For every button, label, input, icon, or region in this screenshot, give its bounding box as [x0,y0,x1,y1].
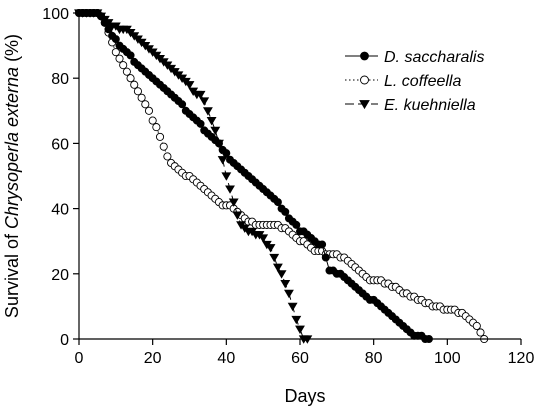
y-tick-label-60: 60 [51,136,69,153]
point-d-saccharalis-28 [178,100,187,109]
point-d-saccharalis-66 [318,240,327,249]
point-l-coffeella-109 [476,328,485,337]
y-tick-label-0: 0 [60,332,69,349]
point-d-saccharalis-33 [196,119,205,128]
point-e-kuehniella-36 [206,116,217,126]
axes: 0 20 40 60 80 100 120 0 20 40 60 80 100 [42,6,534,367]
point-e-kuehniella-30 [184,81,195,90]
point-e-kuehniella-42 [228,198,239,207]
point-e-kuehniella-57 [284,289,294,299]
point-e-kuehniella-43 [232,211,243,220]
y-axis-label-suffix: (%) [2,34,22,67]
y-axis-label-species: Chrysoperla externa [2,67,22,229]
legend-entry-d-saccharalis: D. saccharalis [345,49,484,66]
point-l-coffeella-20 [148,116,157,125]
legend-entry-e-kuehniella: E. kuehniella [345,97,476,114]
x-tick-label-0: 0 [75,350,84,367]
point-e-kuehniella-53 [269,253,280,263]
point-l-coffeella-19 [144,106,154,115]
point-d-saccharalis-14 [126,51,135,60]
point-d-saccharalis-67 [321,253,330,262]
point-e-kuehniella-37 [210,126,221,136]
x-tick-label-80: 80 [365,350,383,367]
y-axis-label-prefix: Survival of [2,229,22,318]
point-l-coffeella-18 [141,100,150,109]
point-d-saccharalis-10 [111,35,120,44]
point-e-kuehniella-41 [225,185,235,194]
x-tick-label-20: 20 [144,350,162,367]
x-tick-label-100: 100 [434,350,461,367]
legend-marker-l-coffeella [360,75,369,85]
point-d-saccharalis-54 [273,198,282,207]
point-e-kuehniella-54 [272,263,283,273]
y-tick-label-20: 20 [51,267,69,284]
point-e-kuehniella-50 [258,234,269,243]
point-e-kuehniella-58 [287,302,298,312]
point-l-coffeella-23 [159,142,168,151]
point-l-coffeella-10 [111,48,120,57]
y-tick-label-80: 80 [51,71,69,88]
x-tick-label-120: 120 [508,350,535,367]
point-e-kuehniella-34 [199,97,210,106]
point-l-coffeella-21 [152,123,161,132]
legend-label-d-saccharalis: D. saccharalis [384,49,484,66]
legend-label-l-coffeella: L. coffeella [384,73,461,90]
point-l-coffeella-22 [155,132,165,141]
series-d-saccharalis [75,8,433,343]
point-l-coffeella-17 [137,93,146,102]
point-l-coffeella-15 [130,80,139,89]
point-e-kuehniella-35 [202,107,213,116]
x-tick-label-40: 40 [217,350,235,367]
point-l-coffeella-13 [122,67,131,76]
legend: D. saccharalis L. coffeella E. kuehniella [345,49,484,114]
point-e-kuehniella-60 [295,325,305,334]
point-e-kuehniella-56 [280,279,291,289]
y-axis-label: Survival of Chrysoperla externa (%) [2,34,22,318]
legend-marker-d-saccharalis [360,51,369,61]
point-e-kuehniella-52 [265,244,276,253]
point-l-coffeella-108 [472,321,481,331]
legend-label-e-kuehniella: E. kuehniella [384,97,476,114]
point-l-coffeella-11 [115,54,124,63]
x-axis-label: Days [284,386,325,406]
point-e-kuehniella-40 [221,172,232,181]
y-tick-label-40: 40 [51,202,69,219]
point-d-saccharalis-59 [292,220,301,229]
point-e-kuehniella-39 [217,156,228,165]
point-e-kuehniella-59 [291,315,302,325]
point-e-kuehniella-55 [276,270,287,279]
legend-marker-e-kuehniella [359,100,370,110]
point-l-coffeella-24 [163,152,172,161]
point-d-saccharalis-40 [222,149,231,158]
point-l-coffeella-16 [133,87,142,96]
series-e-kuehniella [74,9,313,344]
x-tick-label-60: 60 [291,350,309,367]
plot-area [74,8,489,344]
point-e-kuehniella-38 [214,139,224,149]
y-tick-label-100: 100 [42,6,69,23]
legend-entry-l-coffeella: L. coffeella [345,73,461,90]
point-e-kuehniella-33 [195,90,206,100]
point-l-coffeella-12 [119,61,128,70]
point-l-coffeella-14 [126,74,135,83]
point-d-saccharalis-56 [281,207,290,216]
